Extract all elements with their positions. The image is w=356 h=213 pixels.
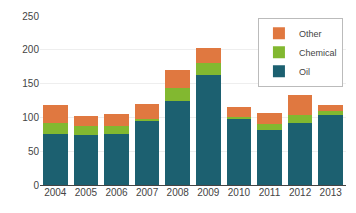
svg-text:2009: 2009 (197, 187, 220, 198)
svg-text:2010: 2010 (228, 187, 251, 198)
svg-text:2005: 2005 (75, 187, 98, 198)
svg-text:200: 200 (22, 44, 39, 55)
svg-text:2004: 2004 (44, 187, 67, 198)
svg-text:2008: 2008 (167, 187, 190, 198)
svg-text:2012: 2012 (289, 187, 312, 198)
svg-text:Oil: Oil (299, 67, 310, 77)
svg-text:50: 50 (28, 146, 40, 157)
svg-text:Chemical: Chemical (299, 48, 337, 58)
svg-text:Other: Other (299, 29, 322, 39)
svg-text:100: 100 (22, 112, 39, 123)
svg-text:150: 150 (22, 78, 39, 89)
svg-text:0: 0 (33, 180, 39, 191)
svg-text:2006: 2006 (105, 187, 128, 198)
svg-text:2007: 2007 (136, 187, 159, 198)
svg-text:2013: 2013 (320, 187, 343, 198)
svg-text:250: 250 (22, 11, 39, 22)
svg-text:2011: 2011 (259, 187, 281, 198)
